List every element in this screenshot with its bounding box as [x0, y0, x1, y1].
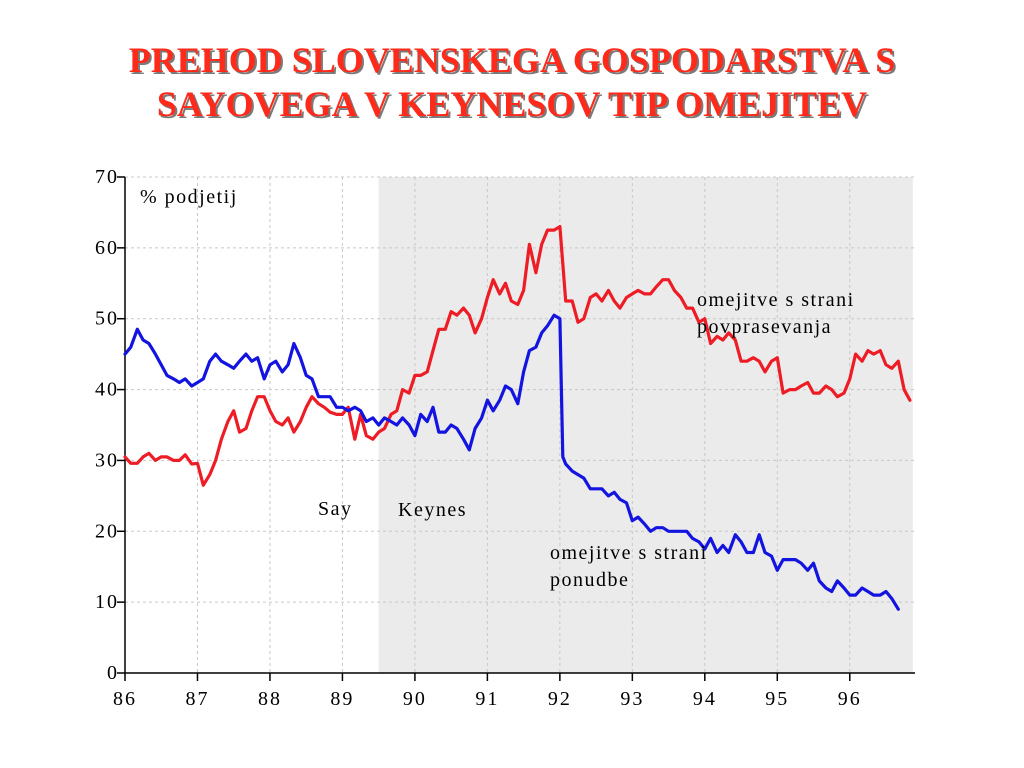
- chart-annotations: % podjetij Say Keynes omejitve s strani …: [140, 186, 855, 591]
- supply-series-line: [123, 313, 900, 611]
- x-tick-label: 86: [113, 688, 137, 710]
- y-tick-label: 30: [95, 449, 119, 471]
- y-tick-label: 40: [95, 379, 119, 401]
- x-tick-label: 88: [258, 688, 282, 710]
- x-tick-label: 94: [693, 688, 717, 710]
- slide-title-line-2: SAYOVEGA V KEYNESOV TIP OMEJITEV: [156, 84, 868, 124]
- demand-series-label-line-1: omejitve s strani: [697, 289, 855, 311]
- supply-series-label-line-2: ponudbe: [550, 569, 629, 591]
- gridlines: [125, 176, 915, 673]
- slide-title-line-1: PREHOD SLOVENSKEGA GOSPODARSTVA S: [128, 40, 896, 80]
- y-tick-label: 10: [95, 591, 119, 613]
- x-tick-label: 89: [330, 688, 354, 710]
- y-tick-label: 0: [107, 662, 119, 684]
- x-tick-label: 87: [185, 688, 209, 710]
- x-tick-label: 92: [548, 688, 572, 710]
- say-region-label: Say: [318, 498, 353, 520]
- chart-axes: 0 10 20 30 40 50 60 70 86 87 88 89 90 91 92 93 94 95 96: [95, 166, 915, 710]
- y-tick-label: 50: [95, 308, 119, 330]
- x-tick-label: 95: [765, 688, 789, 710]
- demand-series-label-line-2: povprasevanja: [697, 316, 832, 338]
- x-tick-label: 93: [620, 688, 644, 710]
- keynes-region-shading: [378, 177, 913, 673]
- x-tick-label: 91: [475, 688, 499, 710]
- x-tick-label: 96: [838, 688, 862, 710]
- y-tick-label: 60: [95, 237, 119, 259]
- y-tick-label: 70: [95, 166, 119, 188]
- y-tick-label: 20: [95, 520, 119, 542]
- supply-series-label-line-1: omejitve s strani: [550, 542, 708, 564]
- keynes-region-label: Keynes: [398, 499, 467, 521]
- demand-series-line: [123, 225, 912, 487]
- series-lines: [123, 225, 912, 611]
- slide-title: PREHOD SLOVENSKEGA GOSPODARSTVA S SAYOVE…: [0, 38, 1024, 126]
- x-tick-label: 90: [403, 688, 427, 710]
- y-axis-unit-label: % podjetij: [140, 186, 238, 208]
